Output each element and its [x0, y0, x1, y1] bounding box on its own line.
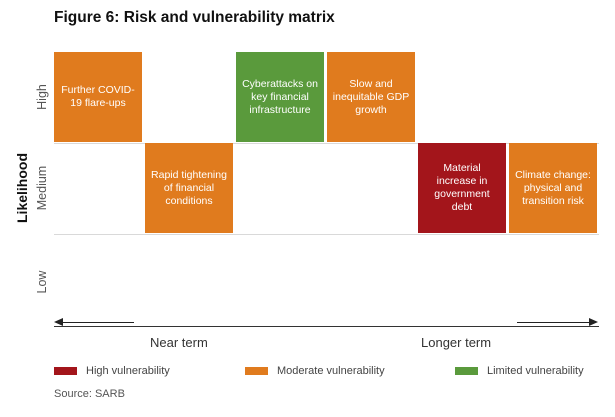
risk-matrix-grid: Further COVID-19 flare-ups Rapid tighteni…: [54, 52, 599, 327]
right-arrow-line: [517, 322, 589, 323]
row-label-medium: Medium: [35, 165, 49, 211]
axis-baseline: [54, 326, 599, 327]
near-term-label: Near term: [150, 335, 208, 350]
legend-item-limited: Limited vulnerability: [455, 365, 584, 377]
y-axis-label: Likelihood: [14, 153, 30, 223]
legend-label: High vulnerability: [86, 365, 170, 377]
legend-swatch: [455, 367, 478, 375]
legend-item-high: High vulnerability: [54, 365, 170, 377]
legend-swatch: [54, 367, 77, 375]
legend-item-moderate: Moderate vulnerability: [245, 365, 385, 377]
row-label-low: Low: [35, 270, 49, 294]
row-label-high: High: [35, 84, 49, 110]
row-divider: [54, 143, 599, 144]
legend-label: Limited vulnerability: [487, 365, 584, 377]
left-arrow-line: [62, 322, 134, 323]
legend-label: Moderate vulnerability: [277, 365, 385, 377]
longer-term-label: Longer term: [421, 335, 492, 350]
source-note: Source: SARB: [54, 388, 125, 400]
risk-cell: Cyberattacks on key financial infrastruc…: [236, 52, 324, 142]
legend-swatch: [245, 367, 268, 375]
right-arrow-icon: [589, 318, 598, 326]
risk-cell: Material increase in government debt: [418, 143, 506, 233]
left-arrow-icon: [54, 318, 63, 326]
risk-cell: Slow and inequitable GDP growth: [327, 52, 415, 142]
risk-cell: Further COVID-19 flare-ups: [54, 52, 142, 142]
risk-cell: Climate change: physical and transition …: [509, 143, 597, 233]
risk-cell: Rapid tightening of financial conditions: [145, 143, 233, 233]
chart-title: Figure 6: Risk and vulnerability matrix: [54, 9, 335, 26]
row-divider: [54, 234, 599, 235]
